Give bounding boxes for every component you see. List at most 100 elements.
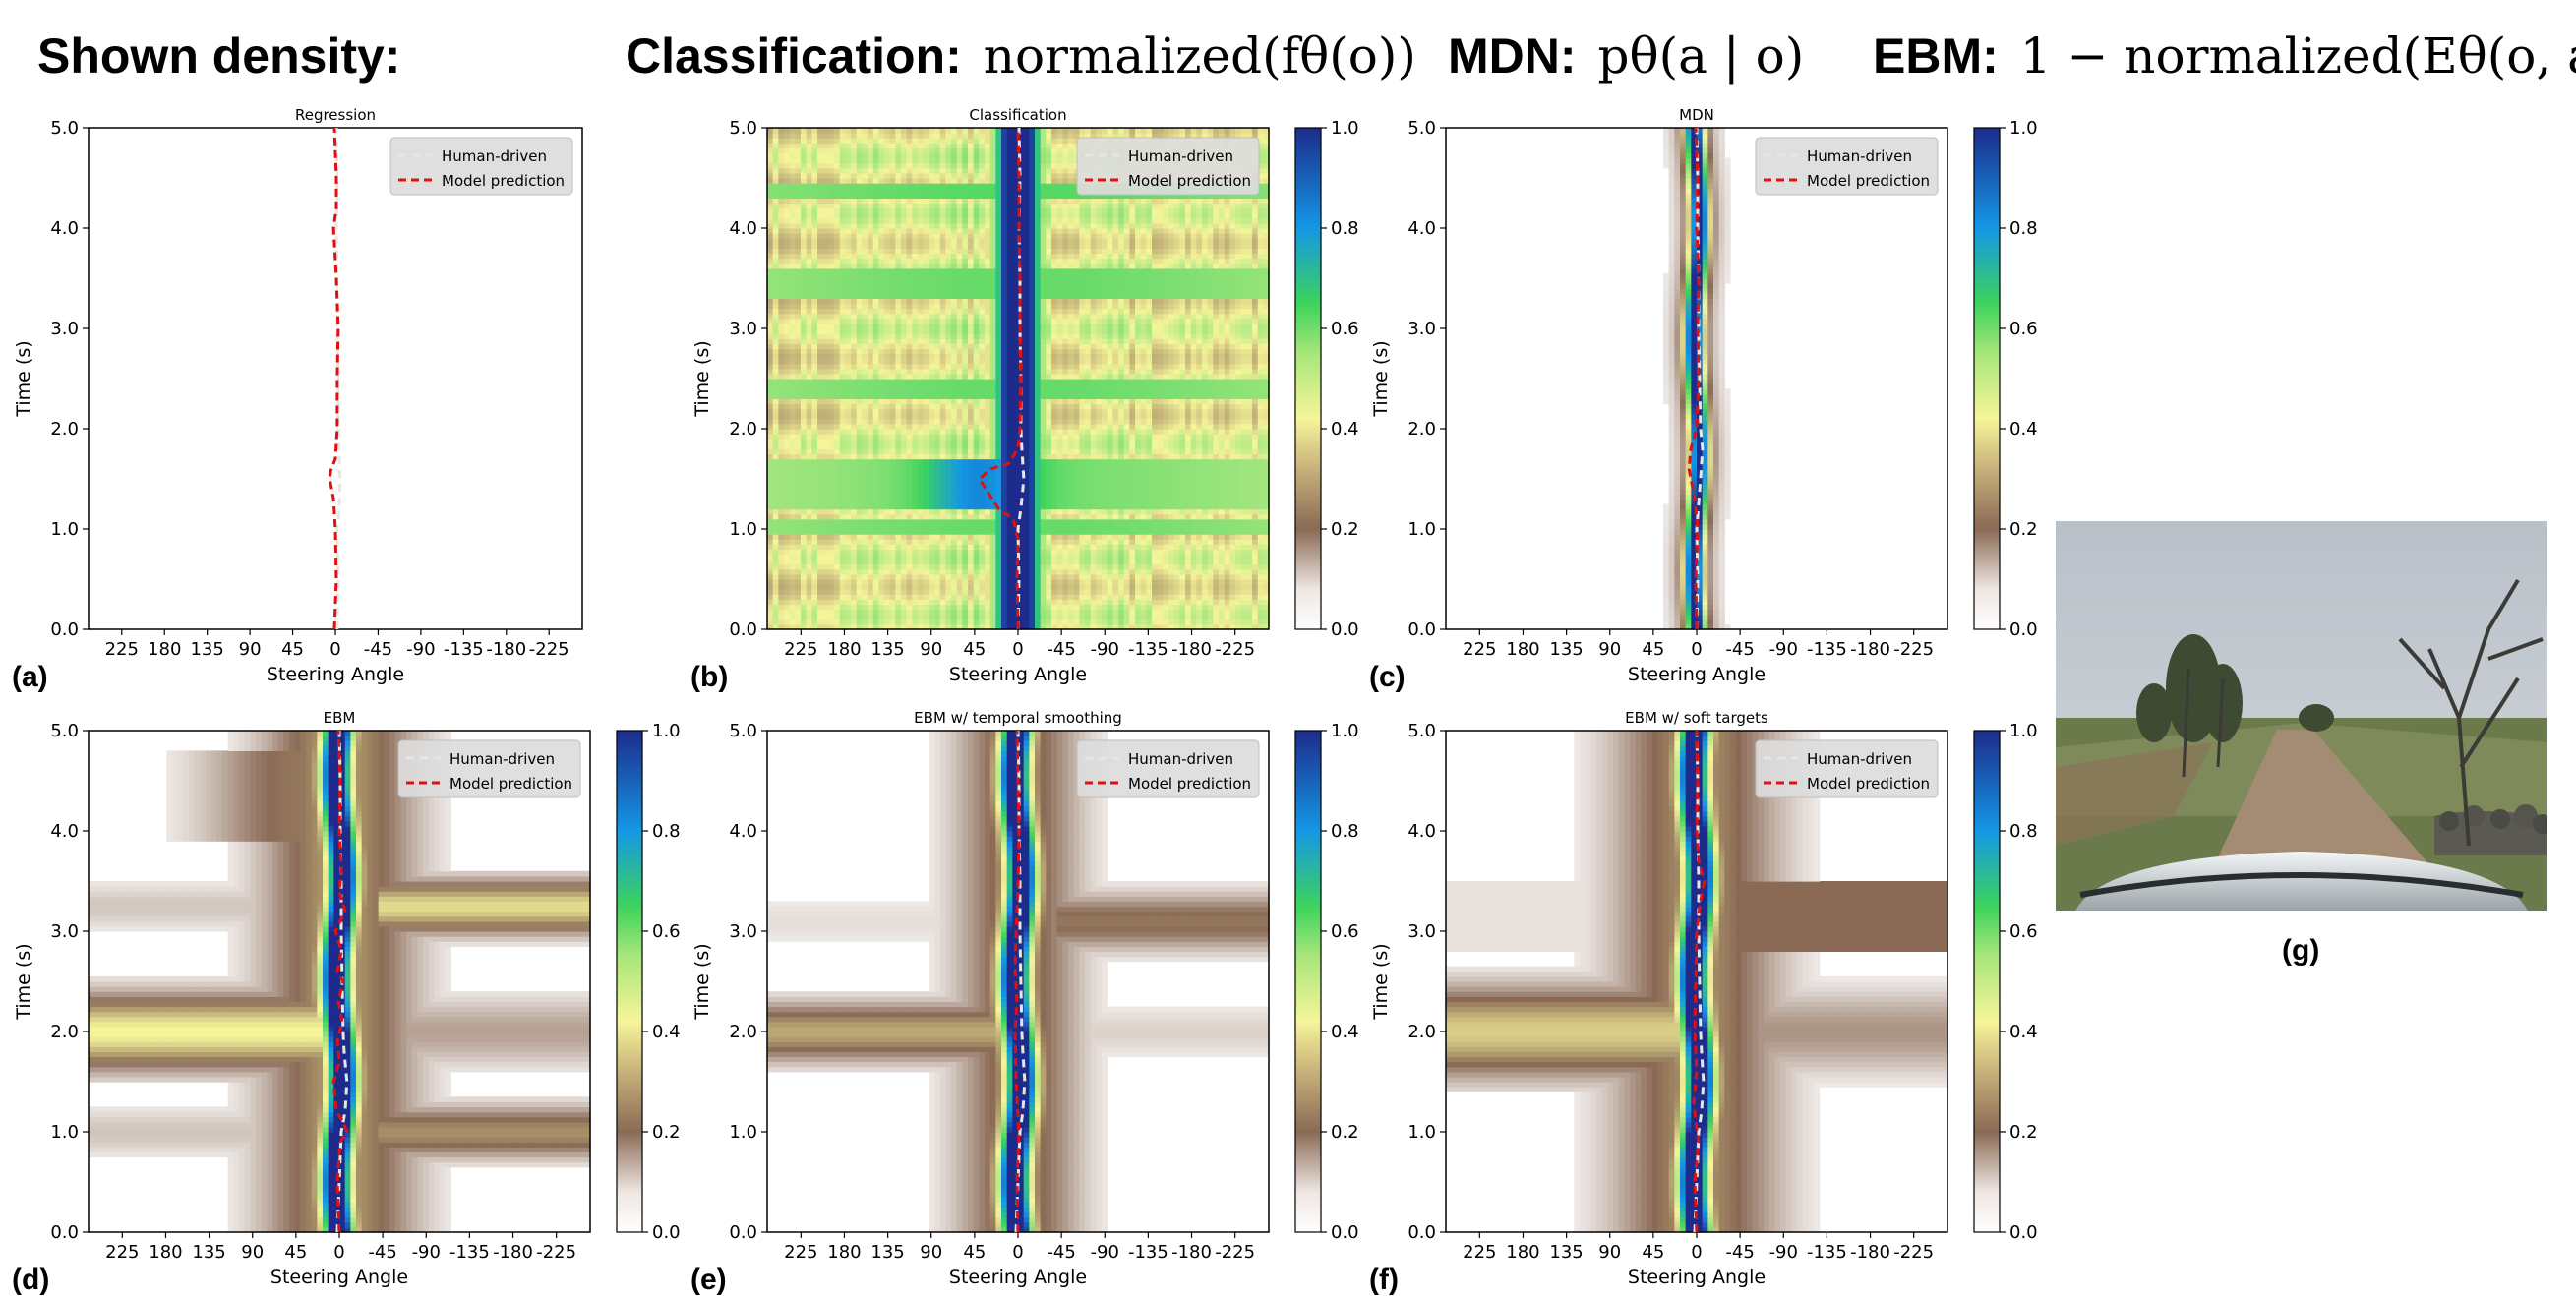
panel-c: MDN 225 180 135 90 45 0 -45 -90 -135 -180 -225 0.0 1.… (1369, 106, 2038, 693)
y-tick-label: 1.0 (50, 1122, 79, 1143)
legend-label: Human-driven (1807, 750, 1912, 768)
y-tick-label: 4.0 (729, 218, 757, 239)
x-tick-label: -180 (1850, 639, 1890, 660)
model-prediction-line (1687, 127, 1701, 630)
shown-density-label: Shown density: (37, 29, 400, 84)
x-axis-label: Steering Angle (949, 1267, 1087, 1288)
colorbar-tick-label: 0.8 (2009, 821, 2038, 842)
x-tick-label: -90 (1091, 1242, 1119, 1263)
y-tick-label: 2.0 (1408, 1022, 1436, 1042)
x-tick-label: 180 (827, 1242, 861, 1263)
x-tick-label: -90 (1769, 639, 1798, 660)
x-tick-label: -135 (449, 1242, 490, 1263)
colorbar-tick-label: 0.2 (652, 1122, 681, 1143)
x-axis-label: Steering Angle (270, 1267, 408, 1288)
legend-label: Model prediction (1128, 172, 1251, 190)
colorbar-tick-label: 0.4 (2009, 419, 2038, 440)
x-axis-label: Steering Angle (949, 664, 1087, 685)
x-tick-label: -180 (1171, 639, 1212, 660)
panel-a: Regression 225 180 135 90 45 0 -45 -90 -135 -180 -2… (12, 106, 583, 693)
y-tick-label: 4.0 (729, 821, 757, 842)
panel-letter: (e) (690, 1264, 727, 1296)
x-tick-label: -45 (1725, 1242, 1754, 1263)
panel-letter: (f) (1369, 1264, 1399, 1296)
y-tick-label: 5.0 (729, 721, 757, 741)
x-tick-label: 135 (192, 1242, 225, 1263)
x-tick-label: -45 (1047, 639, 1075, 660)
colorbar-tick-label: 0.0 (1331, 619, 1359, 640)
x-tick-label: 45 (281, 639, 304, 660)
y-tick-label: 5.0 (1408, 721, 1436, 741)
panel-title: MDN (1679, 106, 1714, 124)
colorbar-tick-label: 0.6 (2009, 921, 2038, 942)
y-axis-label: Time (s) (13, 943, 34, 1020)
y-tick-label: 0.0 (729, 1222, 757, 1243)
x-tick-label: 180 (827, 639, 861, 660)
mdn-header-formula: pθ(a | o) (1598, 28, 1805, 85)
y-tick-label: 1.0 (1408, 1122, 1436, 1143)
legend-label: Human-driven (449, 750, 555, 768)
y-axis-label: Time (s) (691, 340, 713, 417)
panel-title: EBM (324, 709, 356, 727)
colorbar (1973, 127, 2001, 630)
x-tick-label: 0 (1691, 1242, 1702, 1263)
x-tick-label: -180 (1850, 1242, 1890, 1263)
x-tick-label: 90 (241, 1242, 264, 1263)
x-tick-label: 45 (1642, 639, 1664, 660)
y-tick-label: 4.0 (50, 218, 79, 239)
colorbar (1294, 127, 1322, 630)
y-tick-label: 3.0 (1408, 921, 1436, 942)
x-tick-label: 225 (105, 639, 139, 660)
heatmap-ebm_smooth (767, 731, 1270, 1233)
colorbar (616, 730, 643, 1233)
colorbar-tick-label: 0.8 (652, 821, 681, 842)
y-tick-label: 1.0 (1408, 519, 1436, 540)
y-tick-label: 2.0 (729, 419, 757, 440)
colorbar-tick-label: 0.8 (1331, 218, 1359, 239)
x-tick-label: 225 (105, 1242, 139, 1263)
y-axis-label: Time (s) (1370, 340, 1392, 417)
x-tick-label: 135 (1549, 639, 1583, 660)
heatmap-ebm (89, 731, 591, 1233)
x-tick-label: -90 (406, 639, 435, 660)
y-tick-label: 0.0 (1408, 1222, 1436, 1243)
y-tick-label: 1.0 (50, 519, 79, 540)
panel-g-label: (g) (2282, 934, 2319, 968)
x-tick-label: -180 (493, 1242, 533, 1263)
x-tick-label: 135 (870, 1242, 904, 1263)
x-tick-label: -135 (1128, 639, 1168, 660)
colorbar-tick-label: 0.4 (2009, 1022, 2038, 1042)
x-tick-label: -45 (1725, 639, 1754, 660)
classification-header-formula: normalized(fθ(o)) (984, 28, 1416, 85)
legend-label: Model prediction (1128, 775, 1251, 793)
x-tick-label: -180 (486, 639, 526, 660)
x-tick-label: -90 (1091, 639, 1119, 660)
legend-box (1076, 137, 1260, 196)
y-tick-label: 3.0 (1408, 319, 1436, 339)
y-tick-label: 3.0 (729, 921, 757, 942)
y-tick-label: 1.0 (729, 1122, 757, 1143)
y-tick-label: 2.0 (50, 419, 79, 440)
x-tick-label: 180 (1506, 639, 1539, 660)
colorbar (1973, 730, 2001, 1233)
x-tick-label: -225 (1215, 1242, 1255, 1263)
x-tick-label: 45 (1642, 1242, 1664, 1263)
colorbar-tick-label: 0.2 (2009, 1122, 2038, 1143)
x-tick-label: 135 (870, 639, 904, 660)
x-tick-label: -180 (1171, 1242, 1212, 1263)
y-tick-label: 4.0 (50, 821, 79, 842)
x-tick-label: -90 (412, 1242, 441, 1263)
y-tick-label: 4.0 (1408, 218, 1436, 239)
colorbar-tick-label: 1.0 (652, 721, 681, 741)
x-tick-label: -225 (1893, 1242, 1934, 1263)
legend-label: Human-driven (1807, 147, 1912, 165)
panel-letter: (c) (1369, 661, 1406, 693)
colorbar-tick-label: 0.6 (2009, 319, 2038, 339)
mdn-header-label: MDN: (1448, 29, 1577, 84)
x-tick-label: 180 (149, 1242, 182, 1263)
y-tick-label: 1.0 (729, 519, 757, 540)
panel-b: Classification 225 180 135 90 45 0 -45 -90 -135 -1… (690, 106, 1359, 693)
y-tick-label: 0.0 (50, 1222, 79, 1243)
legend-box (1755, 739, 1939, 798)
